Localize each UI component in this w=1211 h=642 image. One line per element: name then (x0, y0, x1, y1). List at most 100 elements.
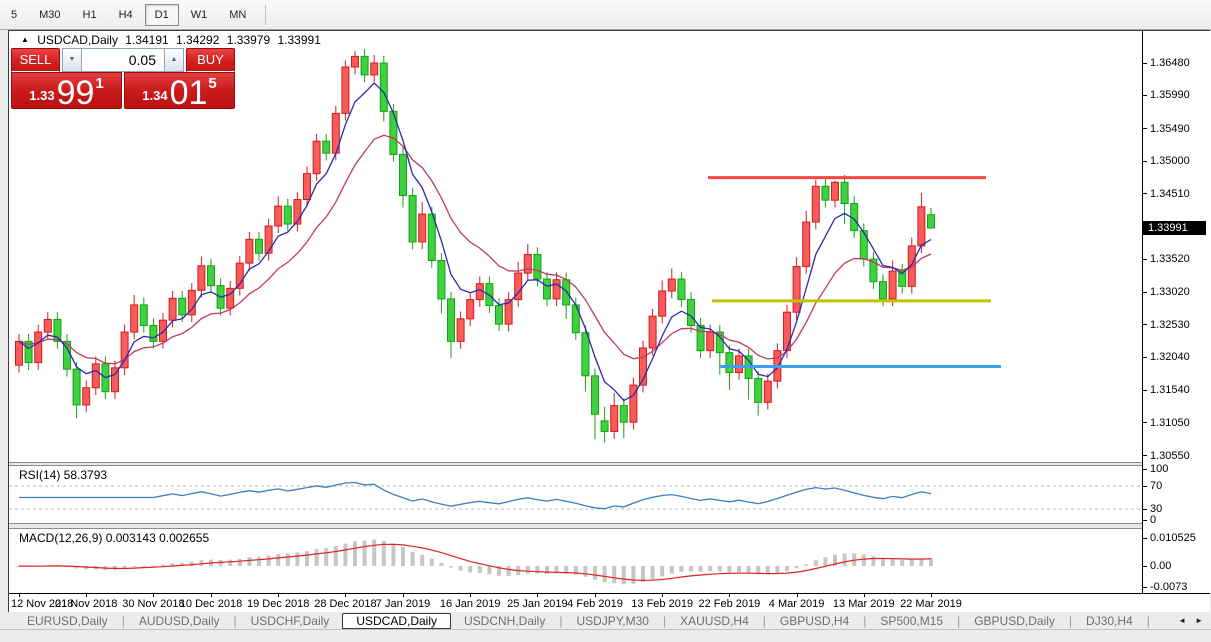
tab-separator: | (233, 613, 237, 628)
date-tick-label: 12 Nov 2018 (11, 598, 74, 610)
timeframe-toolbar: 5 M30 H1 H4 D1 W1 MN (0, 0, 1211, 30)
date-tick-mark (931, 594, 932, 597)
rsi-tick-mark (1143, 520, 1147, 521)
date-tick-label: 7 Jan 2019 (375, 598, 431, 610)
date-tick-mark (403, 594, 404, 597)
timeframe-button-5[interactable]: 5 (11, 8, 18, 21)
timeframe-button-m30[interactable]: M30 (39, 8, 61, 21)
macd-level-label: 0.00 (1150, 560, 1172, 572)
macd-tick-mark (1143, 538, 1147, 539)
tab-scroll-left-button[interactable]: ◄ (1178, 616, 1187, 625)
volume-decrease-button[interactable]: ▼ (62, 48, 82, 72)
collapse-panel-icon[interactable]: ▲ (21, 35, 29, 44)
date-tick-label: 4 Mar 2019 (768, 598, 825, 610)
chart-tab-audusd-daily[interactable]: AUDUSD,Daily (138, 613, 220, 628)
chart-tab-usdchf-daily[interactable]: USDCHF,Daily (250, 613, 330, 628)
price-tick-label: 1.34510 (1150, 187, 1190, 200)
price-tick-mark (1143, 62, 1147, 64)
price-tick-mark (1143, 193, 1147, 195)
date-tick-label: 22 Feb 2019 (698, 598, 761, 610)
ask-price-prefix: 1.34 (142, 88, 168, 103)
ask-price-pipette: 5 (208, 75, 217, 92)
date-tick-label: 21 Nov 2018 (54, 598, 118, 610)
rsi-level-label: 70 (1150, 480, 1163, 492)
price-tick-label: 1.31050 (1150, 416, 1190, 429)
tab-scroll-right-button[interactable]: ► (1195, 616, 1203, 625)
date-axis[interactable]: 12 Nov 2018 21 Nov 2018 30 Nov 2018 10 Dec … (9, 593, 1210, 612)
volume-input[interactable] (82, 48, 164, 72)
ohlc-low: 1.33979 (226, 33, 271, 47)
date-tick-label: 28 Dec 2018 (314, 598, 377, 610)
toolbar-separator (265, 4, 267, 25)
price-tick-mark (1143, 94, 1147, 96)
rsi-tick-mark (1143, 469, 1147, 470)
sell-button[interactable]: SELL (11, 48, 60, 72)
chart-tab-usdcad-daily[interactable]: USDCAD,Daily (342, 612, 451, 629)
bid-price-display[interactable]: 1.33 99 1 (11, 72, 122, 112)
price-tick-label: 1.36480 (1150, 57, 1190, 69)
date-tick-mark (863, 594, 865, 597)
timeframe-button-w1[interactable]: W1 (190, 8, 208, 21)
ohlc-close: 1.33991 (277, 33, 321, 47)
chart-tab-sp500-m15[interactable]: SP500,M15 (880, 613, 944, 628)
price-tick-mark (1143, 160, 1147, 162)
macd-indicator-label: MACD(12,26,9) 0.003143 0.002655 (19, 531, 210, 545)
chart-tab-bar: EURUSD,Daily | AUDUSD,Daily | USDCHF,Daily US… (0, 612, 1211, 629)
date-tick-label: 4 Feb 2019 (567, 598, 623, 610)
chart-tab-eurusd-daily[interactable]: EURUSD,Daily (27, 613, 108, 628)
chart-tab-dj30-h4[interactable]: DJ30,H4 (1086, 613, 1133, 628)
rsi-level-label: 0 (1150, 514, 1157, 526)
rsi-indicator-label: RSI(14) 58.3793 (19, 468, 108, 482)
buy-button[interactable]: BUY (186, 48, 235, 72)
price-tick-label: 1.30550 (1150, 449, 1190, 462)
chart-tab-gbpusd-h4[interactable]: GBPUSD,H4 (779, 613, 850, 628)
price-tick-label: 1.31540 (1150, 384, 1190, 397)
chart-tab-gbpusd-daily[interactable]: GBPUSD,Daily (974, 613, 1055, 628)
tab-separator: | (863, 613, 867, 628)
price-tick-mark (1143, 389, 1147, 391)
chart-tab-usdjpy-m30[interactable]: USDJPY,M30 (576, 613, 649, 628)
tab-separator: | (662, 613, 667, 628)
chart-symbol-label: USDCAD,Daily (37, 33, 118, 47)
chart-tab-xauusd-h4[interactable]: XAUUSD,H4 (680, 613, 749, 628)
bid-price-prefix: 1.33 (29, 88, 55, 103)
price-tick-label: 1.35490 (1150, 122, 1190, 135)
date-tick-mark (796, 594, 798, 597)
ask-price-display[interactable]: 1.34 01 5 (124, 72, 235, 110)
tab-separator: | (762, 613, 766, 628)
price-tick-mark (1143, 291, 1147, 293)
rsi-panel-area[interactable] (9, 466, 1142, 523)
chart-tab-usdcnh-daily[interactable]: USDCNH,Daily (464, 613, 546, 628)
bid-price-big-digits: 99 (56, 74, 95, 112)
date-tick-label: 13 Mar 2019 (832, 598, 895, 610)
panel-divider-rsi[interactable] (9, 462, 1210, 466)
price-tick-label: 1.32040 (1150, 351, 1190, 364)
date-tick-mark (537, 594, 539, 597)
timeframe-button-mn[interactable]: MN (229, 8, 247, 21)
date-tick-mark (345, 594, 347, 597)
date-tick-label: 30 Nov 2018 (122, 598, 185, 610)
macd-panel-area[interactable] (9, 529, 1142, 593)
price-tick-mark (1143, 128, 1147, 130)
panel-divider-macd[interactable] (9, 523, 1210, 529)
rsi-level-label: 30 (1150, 503, 1163, 515)
timeframe-button-h4[interactable]: H4 (118, 8, 133, 21)
date-tick-mark (278, 594, 280, 597)
date-tick-label: 16 Jan 2019 (439, 598, 501, 610)
ohlc-open: 1.34191 (125, 33, 169, 47)
tab-separator: | (1068, 613, 1073, 628)
price-axis[interactable]: 1.33991 1.36480 1.35990 1.35490 1.35000 1.34… (1142, 31, 1211, 593)
timeframe-button-d1[interactable]: D1 (144, 3, 179, 26)
bid-price-pipette: 1 (95, 75, 104, 92)
date-tick-mark (729, 594, 731, 597)
tab-separator: | (1146, 613, 1150, 628)
macd-tick-mark (1143, 587, 1147, 588)
chart-ohlc-header: ▲ USDCAD,Daily 1.34191 1.34292 1.33979 1… (21, 33, 325, 47)
price-tick-mark (1143, 356, 1147, 358)
date-tick-mark (595, 594, 596, 597)
one-click-trading-panel: SELL ▼ ▲ BUY 1.33 99 1 1.34 01 5 (11, 48, 235, 110)
macd-tick-mark (1143, 566, 1147, 567)
timeframe-button-h1[interactable]: H1 (82, 8, 97, 21)
date-tick-label: 22 Mar 2019 (900, 598, 962, 610)
volume-increase-button[interactable]: ▲ (164, 48, 184, 72)
